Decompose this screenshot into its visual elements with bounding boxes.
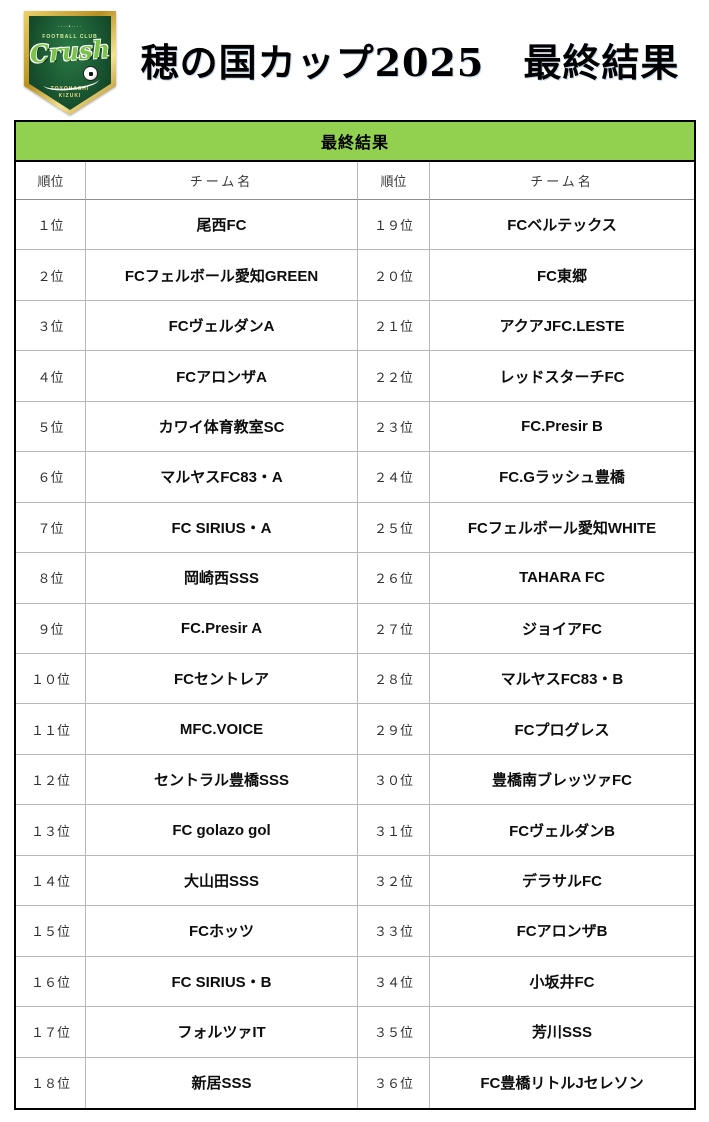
rank-cell: ２７位 <box>358 603 430 654</box>
team-name-cell: TAHARA FC <box>430 553 694 604</box>
team-name-cell: 芳川SSS <box>430 1007 694 1058</box>
rank-cell: ２２位 <box>358 351 430 402</box>
column-header-team-right: チーム名 <box>430 162 694 200</box>
rank-cell: ４位 <box>16 351 86 402</box>
rank-cell: １５位 <box>16 906 86 957</box>
team-name-cell: FCフェルボール愛知GREEN <box>86 250 358 301</box>
team-name-cell: 新居SSS <box>86 1057 358 1108</box>
team-name-cell: 尾西FC <box>86 200 358 251</box>
rank-cell: ７位 <box>16 502 86 554</box>
team-name-cell: 豊橋南ブレッツァFC <box>430 755 694 806</box>
team-name-cell: 小坂井FC <box>430 957 694 1008</box>
team-name-cell: FC golazo gol <box>86 805 358 856</box>
rank-cell: １６位 <box>16 956 86 1008</box>
rank-cell: ６位 <box>16 452 86 503</box>
team-name-cell: FC SIRIUS・B <box>86 956 358 1008</box>
team-name-cell: フォルツァIT <box>86 1007 358 1058</box>
column-header-team-left: チーム名 <box>86 162 358 200</box>
rank-cell: １１位 <box>16 704 86 755</box>
results-table: 最終結果 順位 チーム名 順位 チーム名 １位 尾西FC １９位 FCベルテックス ２位… <box>14 120 696 1110</box>
team-name-cell: デラサルFC <box>430 856 694 907</box>
crest-main-text: Crush <box>28 34 111 69</box>
rank-cell: ３４位 <box>358 956 430 1008</box>
team-name-cell: アクアJFC.LESTE <box>430 301 694 352</box>
rank-cell: １８位 <box>16 1057 86 1108</box>
soccer-ball-icon <box>83 66 98 81</box>
rank-cell: ３位 <box>16 300 86 352</box>
rank-cell: ３３位 <box>358 906 430 957</box>
rank-cell: １０位 <box>16 653 86 705</box>
team-name-cell: FC SIRIUS・A <box>86 502 358 554</box>
crest-arc-text: ····•···· <box>57 24 83 30</box>
crest-bottom-text-1: TOYOHASHI <box>50 86 90 92</box>
rank-cell: ３６位 <box>358 1057 430 1108</box>
team-name-cell: マルヤスFC83・A <box>86 452 358 503</box>
rank-cell: ２９位 <box>358 704 430 755</box>
team-name-cell: 岡崎西SSS <box>86 553 358 604</box>
rank-cell: ８位 <box>16 553 86 604</box>
team-name-cell: マルヤスFC83・B <box>430 654 694 705</box>
rank-cell: １３位 <box>16 805 86 856</box>
rank-cell: １位 <box>16 200 86 251</box>
team-name-cell: FCアロンザA <box>86 351 358 402</box>
team-name-cell: FC豊橋リトルJセレソン <box>480 1075 644 1093</box>
rank-cell: ２１位 <box>358 300 430 352</box>
rank-cell: １７位 <box>16 1007 86 1058</box>
rank-cell: ３１位 <box>358 805 430 856</box>
results-grid: 順位 チーム名 順位 チーム名 １位 尾西FC １９位 FCベルテックス ２位 FCフェル… <box>16 162 694 1108</box>
table-caption: 最終結果 <box>16 122 694 162</box>
rank-cell: ２４位 <box>358 452 430 503</box>
crest-club-line: FOOTBALL CLUB <box>42 34 98 40</box>
column-header-rank-left: 順位 <box>16 162 86 200</box>
rank-cell: ２５位 <box>358 502 430 554</box>
team-name-cell: FC東郷 <box>430 250 694 301</box>
page-title: 穂の国カップ2025 最終結果 <box>140 39 680 85</box>
team-name-cell: セントラル豊橋SSS <box>86 754 358 806</box>
column-header-rank-right: 順位 <box>358 162 430 200</box>
rank-cell: ２８位 <box>358 653 430 705</box>
rank-cell: ５位 <box>16 401 86 453</box>
team-name-cell: FCセントレア <box>86 653 358 705</box>
team-name-cell: FC.Gラッシュ豊橋 <box>430 452 694 503</box>
rank-cell: ９位 <box>16 603 86 654</box>
team-name-cell: FCフェルボール愛知WHITE <box>430 503 694 554</box>
rank-cell: ３０位 <box>358 754 430 806</box>
rank-cell: ３５位 <box>358 1007 430 1058</box>
rank-cell: ２３位 <box>358 401 430 453</box>
rank-cell: １９位 <box>358 200 430 251</box>
rank-cell: １２位 <box>16 754 86 806</box>
rank-cell: ２位 <box>16 250 86 301</box>
team-name-cell: FCアロンザB <box>430 906 694 957</box>
team-name-cell: FC.Presir A <box>86 603 358 654</box>
team-name-cell: FCプログレス <box>430 704 694 755</box>
team-name-cell: MFC.VOICE <box>86 704 358 755</box>
club-crest-logo: ····•···· FOOTBALL CLUB Crush TOYOHASHI … <box>24 11 116 115</box>
team-name-cell: 大山田SSS <box>86 855 358 907</box>
team-name-cell: FCベルテックス <box>430 200 694 251</box>
rank-cell: ２６位 <box>358 553 430 604</box>
team-name-cell: FC.Presir B <box>430 402 694 453</box>
rank-cell: １４位 <box>16 855 86 907</box>
rank-cell: ２０位 <box>358 250 430 301</box>
team-name-cell: FCヴェルダンB <box>430 805 694 856</box>
page-header: ····•···· FOOTBALL CLUB Crush TOYOHASHI … <box>0 0 709 120</box>
rank-cell: ３２位 <box>358 855 430 907</box>
crest-bottom-text-2: KIZUKI <box>58 93 82 99</box>
team-name-cell: ジョイアFC <box>430 604 694 654</box>
team-name-cell: カワイ体育教室SC <box>86 401 358 453</box>
team-name-cell: レッドスターチFC <box>430 351 694 402</box>
team-name-cell: FCヴェルダンA <box>86 300 358 352</box>
team-name-cell: FCホッツ <box>86 906 358 957</box>
